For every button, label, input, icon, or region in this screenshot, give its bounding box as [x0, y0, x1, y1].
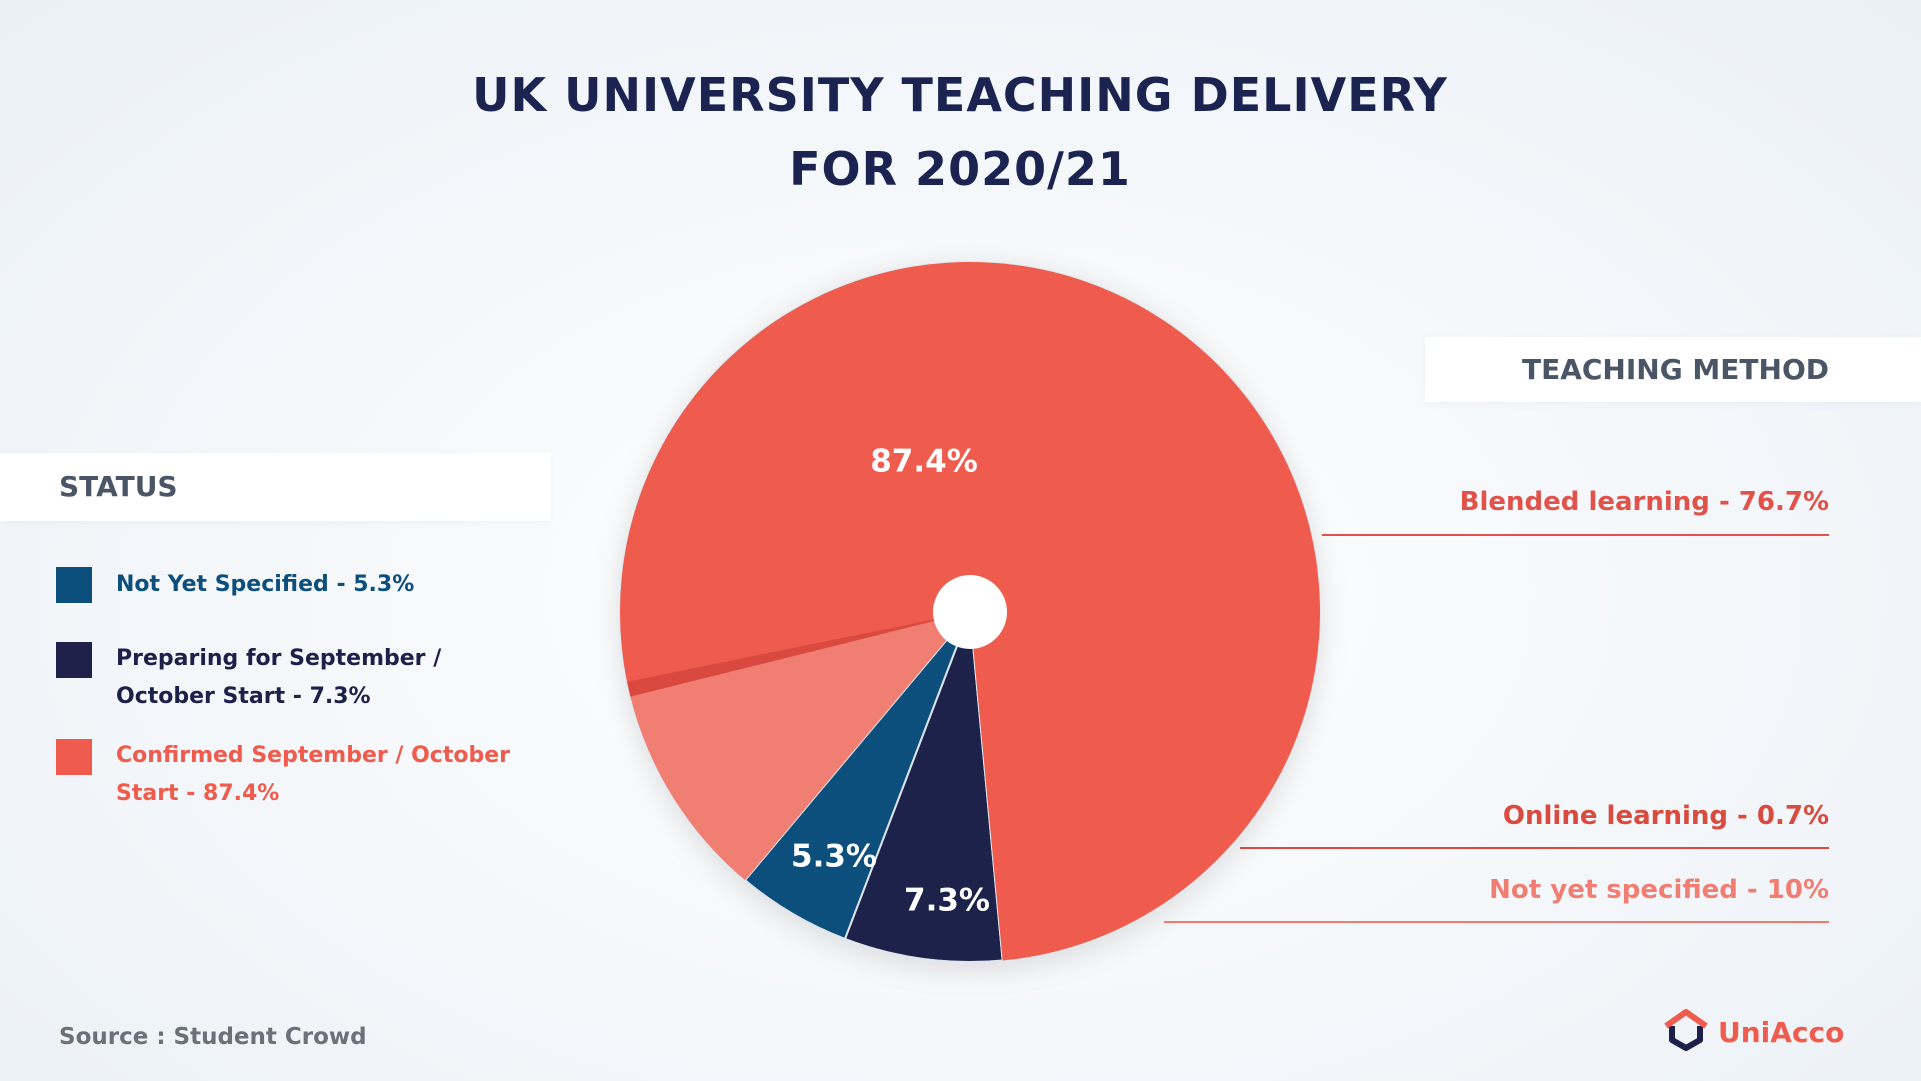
brand: UniAcco	[1718, 1016, 1845, 1049]
breakdown-label: Online learning - 0.7%	[1502, 801, 1829, 831]
data-label: 87.4%	[870, 444, 978, 480]
chart-title: UK UNIVERSITY TEACHING DELIVERY FOR 2020…	[472, 68, 1448, 196]
legend-header: STATUS	[0, 453, 551, 521]
pie-slice	[843, 611, 1004, 963]
logo-icon	[1664, 1009, 1708, 1051]
overlay: 5.3% 7.3% 87.4%	[791, 444, 1829, 923]
legend-title: STATUS	[59, 470, 178, 503]
breakdown-slice	[630, 612, 970, 881]
breakdown-label: Not yet specified - 10%	[1489, 875, 1829, 905]
data-label: 7.3%	[904, 883, 990, 919]
pie-hole	[933, 575, 1007, 649]
breakdown-title: TEACHING METHOD	[1521, 353, 1829, 386]
legend-label: Not Yet Specified - 5.3%	[116, 572, 415, 597]
data-label: 5.3%	[791, 839, 877, 875]
legend-swatch	[56, 739, 92, 775]
breakdown-slice	[627, 612, 970, 697]
legend-label: Confirmed September / October Start - 87…	[116, 743, 510, 806]
source: Source : Student Crowd	[59, 1024, 367, 1050]
legend-swatch	[56, 642, 92, 678]
breakdown-header: TEACHING METHOD	[1425, 337, 1921, 402]
breakdown-label: Blended learning - 76.7%	[1459, 487, 1829, 517]
legend-label: Preparing for September / October Start …	[116, 646, 442, 709]
legend-swatch	[56, 567, 92, 603]
